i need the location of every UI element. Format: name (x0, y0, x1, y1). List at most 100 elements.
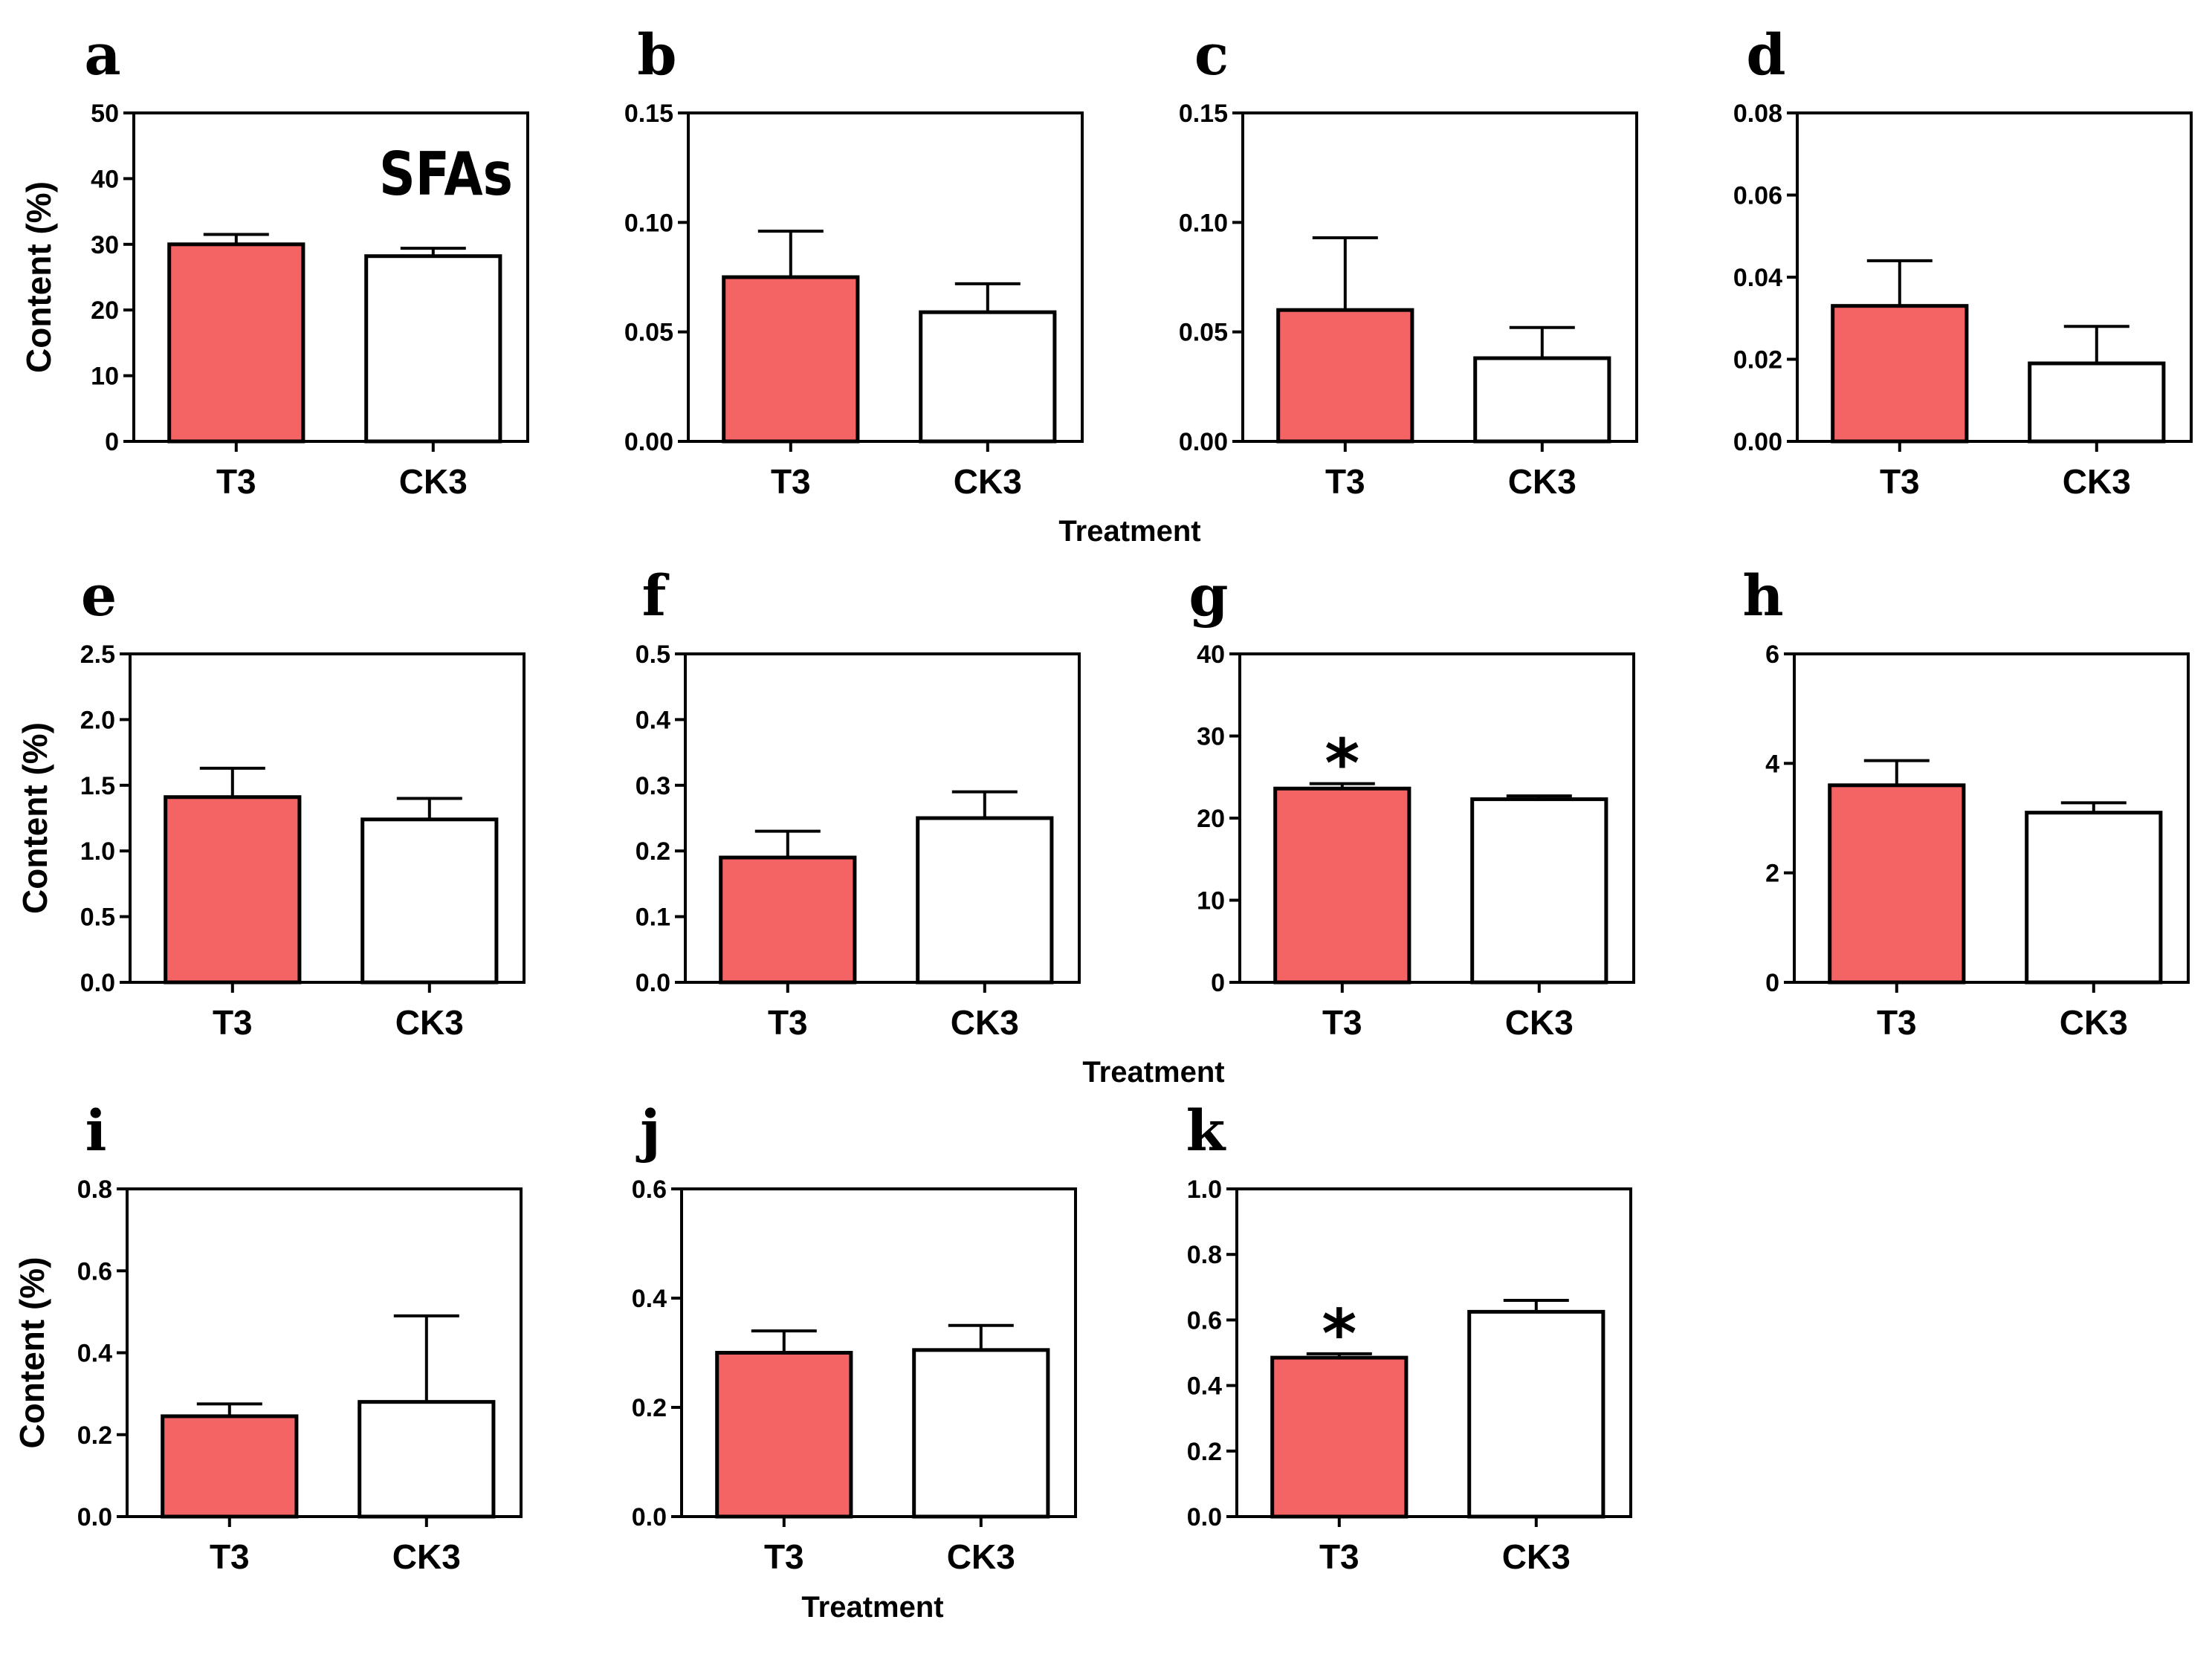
y-tick-label-b-2: 0.10 (624, 209, 673, 237)
chart-panel-h: h 0 2 4 6 T3 CK3 (1742, 562, 2190, 1042)
plot-frame-c (1241, 111, 1638, 443)
panel-letter-c: c (1194, 22, 1229, 88)
bar-b-t3 (722, 275, 860, 444)
y-tick-label-h-0: 0 (1765, 969, 1779, 997)
bar-j-t3 (715, 1351, 853, 1519)
y-tick-label-a-0: 0 (105, 428, 119, 456)
x-axis-label-g: Treatment (1082, 1056, 1224, 1089)
y-tick-label-c-3: 0.15 (1179, 100, 1228, 128)
plot-frame-h (1793, 652, 2190, 984)
category-label-j-1: CK3 (947, 1537, 1015, 1576)
y-tick-label-k-4: 0.8 (1187, 1241, 1222, 1269)
y-tick-label-j-3: 0.6 (632, 1176, 667, 1204)
chart-panel-i: i 0.0 0.2 0.4 0.6 0.8 T3 CK3 Content (%) (13, 1098, 523, 1576)
category-label-d-0: T3 (1880, 462, 1920, 501)
y-tick-label-e-5: 2.5 (80, 641, 115, 669)
panel-letter-g: g (1189, 562, 1228, 629)
bar-k-ck3 (1467, 1309, 1605, 1519)
y-tick-label-c-1: 0.05 (1179, 319, 1228, 347)
y-tick-label-a-5: 50 (91, 100, 119, 128)
category-label-i-1: CK3 (392, 1537, 461, 1576)
chart-panel-g: g 0 10 20 30 40 T3 * CK3 Treatment (1082, 562, 1635, 1089)
y-tick-label-a-1: 10 (91, 363, 119, 391)
y-tick-label-i-1: 0.2 (77, 1421, 112, 1450)
category-label-k-0: T3 (1319, 1537, 1359, 1576)
category-label-b-0: T3 (771, 462, 811, 501)
bar-f-t3 (719, 855, 857, 985)
bar-a-t3 (167, 242, 305, 444)
bar-c-t3 (1276, 308, 1414, 444)
y-tick-label-a-2: 20 (91, 296, 119, 325)
significance-marker-g-0: * (1325, 725, 1359, 803)
category-label-g-0: T3 (1322, 1003, 1362, 1042)
plot-frame-e (129, 652, 525, 984)
panel-letter-a: a (84, 22, 120, 88)
y-tick-label-d-3: 0.06 (1733, 182, 1782, 210)
bar-d-t3 (1831, 304, 1969, 444)
y-tick-label-f-2: 0.2 (636, 837, 670, 866)
chart-panel-c: c 0.00 0.05 0.10 0.15 T3 CK3 Treatment (1058, 22, 1638, 548)
bar-g-ck3 (1470, 797, 1608, 985)
bar-h-t3 (1828, 783, 1966, 985)
y-tick-label-d-1: 0.02 (1733, 346, 1782, 375)
y-tick-label-c-0: 0.00 (1179, 428, 1228, 456)
y-tick-label-j-2: 0.4 (632, 1285, 667, 1313)
category-label-g-1: CK3 (1505, 1003, 1574, 1042)
y-tick-label-j-0: 0.0 (632, 1503, 667, 1531)
y-tick-label-a-4: 40 (91, 165, 119, 193)
y-tick-label-k-1: 0.2 (1187, 1438, 1222, 1466)
y-tick-label-f-0: 0.0 (636, 969, 670, 997)
y-tick-label-e-4: 2.0 (80, 706, 115, 734)
chart-panel-d: d 0.00 0.02 0.04 0.06 0.08 T3 CK3 (1733, 22, 2193, 501)
bar-j-ck3 (912, 1348, 1050, 1519)
plot-frame-k (1235, 1187, 1632, 1518)
bar-e-ck3 (360, 817, 499, 985)
chart-panel-a: a 0 10 20 30 40 50 T3 CK3 Content (%) SFAs (19, 22, 529, 501)
panel-letter-j: j (636, 1098, 661, 1164)
category-label-f-1: CK3 (951, 1003, 1019, 1042)
y-tick-label-j-1: 0.2 (632, 1394, 667, 1422)
panel-letter-e: e (81, 562, 117, 629)
y-tick-label-b-3: 0.15 (624, 100, 673, 128)
y-tick-label-g-0: 0 (1211, 969, 1225, 997)
panel-letter-i: i (85, 1098, 107, 1164)
y-tick-label-b-1: 0.05 (624, 319, 673, 347)
plot-frame-b (687, 111, 1084, 443)
panel-letter-d: d (1746, 22, 1785, 88)
y-tick-label-h-1: 2 (1765, 860, 1779, 888)
category-label-h-1: CK3 (2060, 1003, 2128, 1042)
category-label-a-0: T3 (216, 462, 256, 501)
y-tick-label-i-4: 0.8 (77, 1176, 112, 1204)
y-tick-label-h-3: 6 (1765, 641, 1779, 669)
plot-frame-j (680, 1187, 1077, 1518)
bar-d-ck3 (2028, 361, 2166, 444)
y-tick-label-k-3: 0.6 (1187, 1306, 1222, 1335)
y-axis-label-i: Content (%) (13, 1257, 51, 1448)
category-label-e-0: T3 (213, 1003, 253, 1042)
bar-e-t3 (164, 795, 302, 985)
y-tick-label-i-0: 0.0 (77, 1503, 112, 1531)
y-tick-label-e-2: 1.0 (80, 837, 115, 866)
y-axis-label-a: Content (%) (19, 181, 58, 373)
category-label-j-0: T3 (764, 1537, 804, 1576)
y-tick-label-c-2: 0.10 (1179, 209, 1228, 237)
y-tick-label-g-3: 30 (1197, 723, 1225, 751)
bar-c-ck3 (1473, 356, 1611, 444)
panel-letter-k: k (1186, 1098, 1226, 1164)
y-tick-label-f-1: 0.1 (636, 904, 670, 932)
y-tick-label-h-2: 4 (1765, 750, 1779, 778)
panel-letter-f: f (642, 562, 670, 629)
y-tick-label-f-5: 0.5 (636, 641, 670, 669)
y-tick-label-d-0: 0.00 (1733, 428, 1782, 456)
y-tick-label-g-1: 10 (1197, 887, 1225, 915)
y-tick-label-g-2: 20 (1197, 805, 1225, 833)
panel-letter-b: b (637, 22, 676, 88)
category-label-d-1: CK3 (2063, 462, 2131, 501)
y-tick-label-d-2: 0.04 (1733, 264, 1782, 292)
y-tick-label-k-2: 0.4 (1187, 1372, 1222, 1401)
bar-a-ck3 (364, 254, 502, 444)
y-tick-label-k-5: 1.0 (1187, 1176, 1222, 1204)
chart-panel-f: f 0.0 0.1 0.2 0.3 0.4 0.5 T3 CK3 (636, 562, 1081, 1042)
chart-panel-k: k 0.0 0.2 0.4 0.6 0.8 1.0 T3 * CK3 (1186, 1098, 1632, 1576)
